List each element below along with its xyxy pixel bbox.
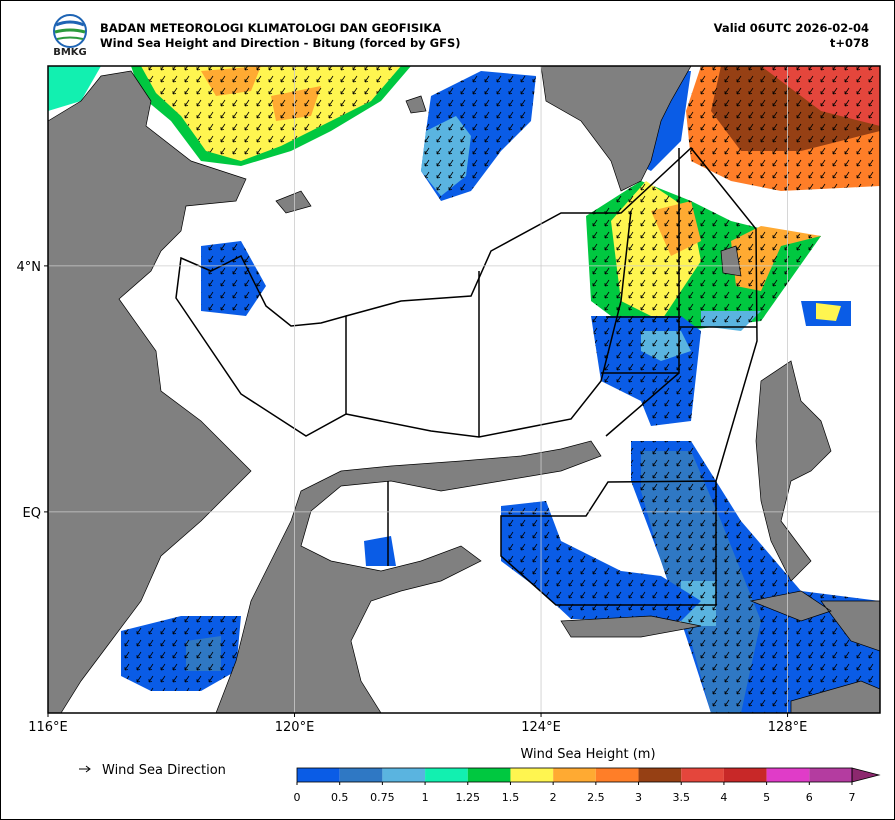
x-tick-label: 128°E (768, 720, 808, 735)
colorbar-tick-label: 1.25 (456, 791, 481, 804)
y-tick-label: 4°N (17, 260, 42, 275)
colorbar: 0 0.5 0.75 1 1.25 1.5 2 2.5 3 3.5 4 5 6 7 (294, 767, 881, 804)
direction-legend: Wind Sea Direction (79, 763, 226, 778)
colorbar-frame (296, 767, 853, 783)
colorbar-tick-label: 6 (806, 791, 813, 804)
valid-time: Valid 06UTC 2026-02-04 (714, 21, 869, 35)
grid (48, 66, 880, 713)
direction-arrows (121, 66, 880, 713)
colorbar-swatch (638, 768, 682, 782)
colorbar-tick-label: 2.5 (587, 791, 605, 804)
logo: BMKG (53, 14, 87, 58)
axes: 116°E 120°E 124°E 128°E EQ 4°N (17, 260, 808, 735)
colorbar-tick-label: 0.5 (331, 791, 349, 804)
x-tick-label: 124°E (521, 720, 561, 735)
colorbar-tick-label: 4 (720, 791, 727, 804)
colorbar-swatch (723, 768, 767, 782)
x-tick-label: 120°E (275, 720, 315, 735)
colorbar-swatch (510, 768, 554, 782)
colorbar-tick-label: 0 (294, 791, 301, 804)
colorbar-tick-label: 5 (763, 791, 770, 804)
colorbar-swatch (681, 768, 724, 782)
logo-text: BMKG (53, 47, 87, 58)
title: Wind Sea Height and Direction - Bitung (… (100, 36, 461, 50)
colorbar-tick-label: 0.75 (370, 791, 395, 804)
y-tick-label: EQ (23, 506, 41, 521)
colorbar-tick-label: 3 (635, 791, 642, 804)
colorbar-tick-label: 7 (849, 791, 856, 804)
colorbar-swatch (809, 768, 852, 782)
colorbar-swatch (595, 768, 639, 782)
colorbar-swatch (467, 768, 511, 782)
x-tick-label: 116°E (28, 720, 68, 735)
colorbar-title: Wind Sea Height (m) (520, 747, 655, 762)
map (48, 66, 880, 713)
colorbar-swatch (382, 768, 426, 782)
legend-label: Wind Sea Direction (102, 763, 226, 778)
map-frame (47, 65, 881, 714)
colorbar-tick-label: 1.5 (502, 791, 520, 804)
colorbar-tick-label: 2 (550, 791, 557, 804)
colorbar-extension (851, 767, 881, 783)
colorbar-swatch (425, 768, 468, 782)
colorbar-swatch (766, 768, 810, 782)
colorbar-swatch (553, 768, 596, 782)
agency: BADAN METEOROLOGI KLIMATOLOGI DAN GEOFIS… (100, 21, 441, 35)
land (48, 66, 880, 713)
lead-time: t+078 (830, 36, 869, 50)
colorbar-swatch (297, 768, 340, 782)
colorbar-swatch (339, 768, 383, 782)
legend-arrow (79, 765, 91, 773)
colorbar-tick-label: 1 (422, 791, 429, 804)
colorbar-tick-label: 3.5 (672, 791, 690, 804)
